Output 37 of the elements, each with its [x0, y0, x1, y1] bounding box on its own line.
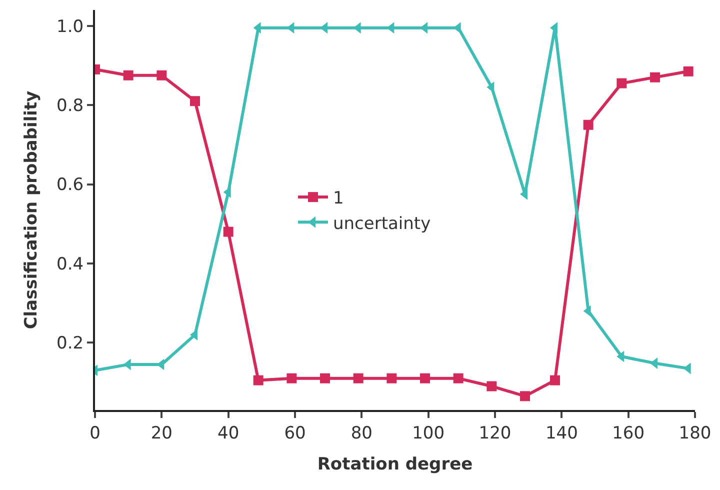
point: [683, 66, 694, 76]
point: [123, 70, 134, 80]
x-tick-label: 180: [678, 423, 712, 444]
point: [353, 373, 364, 384]
x-tick-label: 160: [612, 423, 645, 444]
point: [156, 70, 167, 80]
point: [486, 381, 497, 392]
point: [520, 391, 530, 402]
x-tick-label: 60: [284, 423, 306, 444]
point: [320, 373, 330, 384]
point: [453, 373, 464, 384]
x-tick-label: 100: [412, 423, 445, 444]
point: [190, 96, 200, 106]
point: [583, 120, 594, 130]
x-tick-label: 40: [218, 423, 240, 444]
point: [550, 375, 560, 386]
x-tick-label: 0: [90, 423, 100, 444]
x-tick-label: 120: [478, 423, 512, 444]
x-tick-label: 140: [545, 423, 578, 444]
legend-label: uncertainty: [333, 214, 431, 234]
y-tick-label: 0.2: [56, 334, 84, 354]
point: [420, 373, 430, 384]
x-tick-label: 80: [350, 423, 372, 444]
point: [616, 78, 627, 88]
y-tick-label: 0.6: [56, 175, 84, 196]
point: [253, 375, 264, 386]
legend-label: 1: [333, 188, 344, 209]
point: [286, 373, 297, 384]
point: [386, 373, 397, 384]
point: [223, 226, 234, 237]
x-tick-label: 20: [150, 423, 172, 444]
y-tick-label: 1.0: [56, 16, 84, 37]
y-tick-label: 0.8: [56, 96, 84, 116]
x-axis-title: Rotation degree: [317, 454, 473, 474]
point: [650, 72, 660, 82]
y-tick-label: 0.4: [56, 254, 84, 274]
y-axis-title: Classification probability: [22, 90, 42, 330]
